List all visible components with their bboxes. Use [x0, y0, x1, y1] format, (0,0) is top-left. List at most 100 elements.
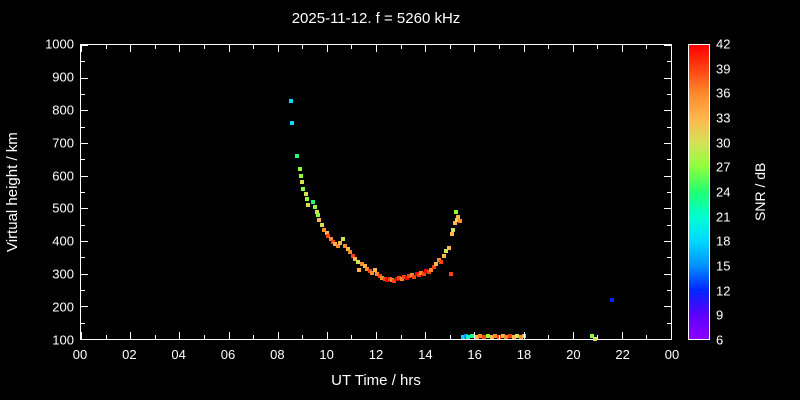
axis-tick	[523, 45, 525, 52]
data-point	[382, 276, 387, 281]
axis-tick	[400, 45, 402, 49]
data-point	[330, 239, 335, 244]
x-axis-tick-labels: 00 02 04 06 08 10 12 14 16 18 20 22 00	[73, 347, 679, 363]
data-point	[414, 271, 419, 276]
x-tick-label: 04	[171, 347, 186, 362]
x-tick-label: 06	[220, 347, 236, 362]
data-point	[455, 217, 460, 222]
data-point	[297, 167, 302, 172]
data-point	[511, 335, 516, 340]
data-point	[312, 204, 317, 209]
data-point	[482, 335, 487, 340]
data-point	[300, 180, 305, 185]
data-point	[372, 267, 377, 272]
axis-tick	[376, 45, 377, 52]
data-point	[407, 274, 412, 279]
axis-tick	[664, 241, 671, 242]
axis-tick	[667, 257, 671, 259]
axis-tick	[667, 159, 671, 161]
axis-tick	[572, 45, 574, 52]
axis-tick	[81, 332, 82, 339]
axis-tick	[81, 241, 88, 242]
axis-tick	[81, 175, 88, 177]
axis-tick	[277, 332, 279, 339]
axis-tick	[597, 45, 599, 49]
axis-tick	[179, 45, 181, 52]
axis-tick	[646, 45, 648, 49]
axis-tick	[621, 332, 623, 339]
axis-tick	[253, 335, 255, 339]
colorbar-tick-label: 6	[716, 332, 724, 348]
axis-tick	[130, 332, 132, 339]
data-point	[392, 278, 397, 283]
colorbar-tick-labels: 6 9 12 15 18 21 24 27 30 33 36 39 42	[716, 37, 750, 348]
data-point	[409, 272, 414, 277]
y-tick-label: 500	[52, 200, 74, 216]
x-tick-label: 10	[319, 347, 334, 362]
axis-tick	[548, 45, 550, 49]
axis-tick	[154, 45, 156, 49]
data-point	[317, 217, 322, 222]
axis-tick	[664, 306, 671, 308]
x-tick-label: 14	[418, 347, 433, 362]
x-tick-label: 18	[516, 347, 532, 362]
colorbar-tick-label: 24	[716, 184, 731, 200]
axis-tick	[667, 126, 671, 128]
axis-tick	[81, 45, 88, 46]
axis-tick	[449, 335, 451, 339]
axis-tick	[498, 335, 500, 339]
axis-tick	[81, 192, 85, 193]
y-tick-label: 300	[52, 266, 74, 282]
axis-tick	[154, 335, 156, 339]
y-tick-label: 100	[52, 332, 74, 348]
data-point	[463, 333, 468, 338]
data-point	[590, 333, 595, 338]
data-point	[412, 274, 417, 279]
data-point	[343, 243, 348, 248]
data-point	[519, 335, 524, 340]
data-point	[306, 203, 311, 208]
axis-tick	[548, 335, 550, 339]
data-point	[446, 245, 451, 250]
colorbar-tick-label: 18	[716, 233, 731, 249]
axis-tick	[664, 175, 671, 177]
axis-tick	[81, 61, 85, 63]
axis-tick	[351, 45, 353, 49]
data-point	[457, 219, 462, 224]
x-tick-label: 08	[270, 347, 285, 362]
data-point	[389, 277, 394, 282]
axis-tick	[474, 45, 476, 52]
axis-tick	[228, 45, 230, 52]
data-point	[504, 335, 509, 340]
data-point	[478, 334, 483, 339]
colorbar-tick-label: 15	[716, 258, 731, 274]
axis-tick	[664, 110, 671, 112]
x-tick-label: 12	[368, 347, 384, 362]
data-point	[299, 173, 304, 178]
data-point	[429, 267, 434, 272]
data-point	[610, 297, 614, 302]
y-tick-label: 200	[52, 299, 74, 315]
axis-tick	[664, 143, 671, 144]
x-tick-label: 20	[566, 347, 581, 362]
data-point	[367, 269, 372, 274]
axis-tick	[81, 77, 88, 79]
axis-tick	[81, 110, 88, 112]
data-point	[289, 98, 294, 103]
axis-tick	[81, 126, 85, 128]
x-tick-label: 00	[72, 347, 88, 362]
axis-tick	[203, 335, 205, 339]
data-point	[466, 335, 471, 340]
data-point	[397, 275, 402, 280]
data-point	[328, 237, 333, 242]
y-tick-label: 700	[52, 135, 74, 151]
data-point	[436, 257, 441, 262]
data-point	[338, 240, 343, 245]
axis-tick	[597, 335, 599, 339]
data-point	[290, 121, 295, 126]
data-point	[426, 270, 431, 275]
y-axis-label: Virtual height / km	[4, 132, 21, 252]
data-point	[451, 227, 456, 232]
axis-tick	[105, 45, 107, 49]
axis-tick	[572, 332, 574, 339]
